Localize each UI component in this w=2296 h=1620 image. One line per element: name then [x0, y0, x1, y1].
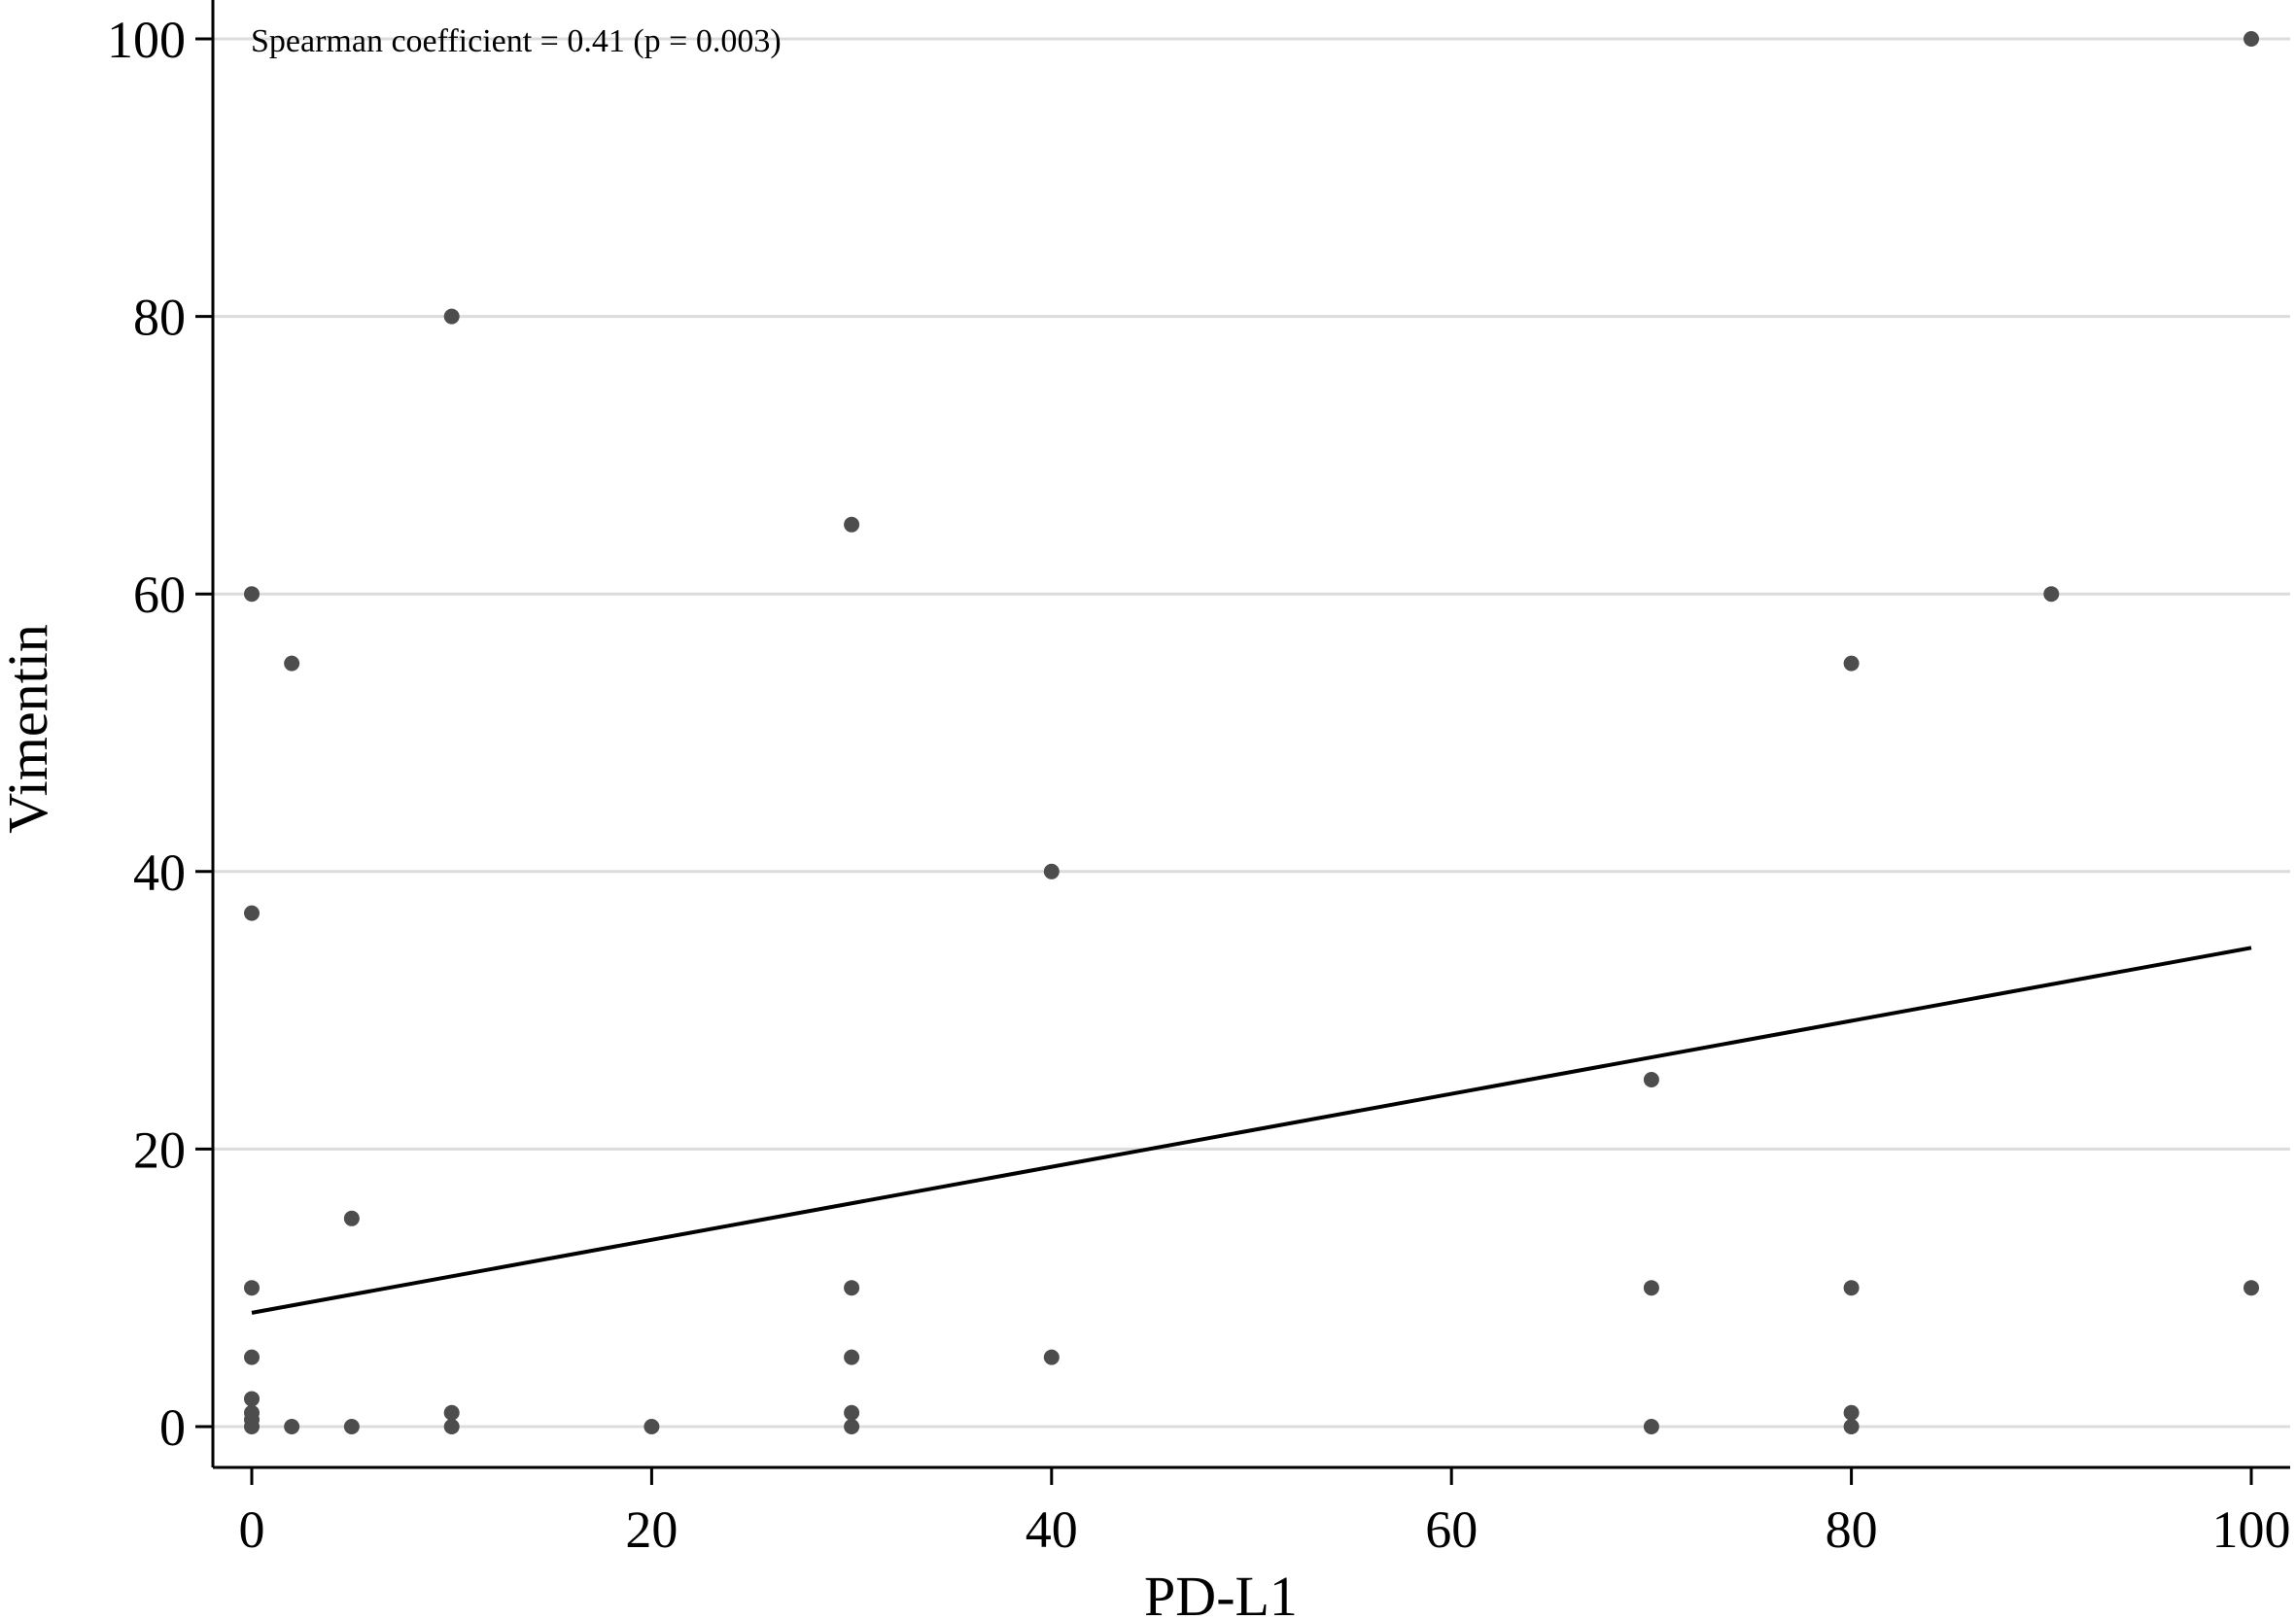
- axes: [195, 0, 2290, 1485]
- data-point-31: [2244, 1280, 2259, 1296]
- y-tick-label-80: 80: [133, 289, 186, 347]
- fit-line: [251, 946, 2252, 1315]
- data-point-27: [1843, 1404, 1860, 1421]
- y-tick-label-40: 40: [133, 844, 186, 902]
- y-tick-label-0: 0: [159, 1398, 186, 1457]
- y-axis-title: Vimentin: [0, 624, 59, 834]
- data-point-25: [1643, 1072, 1659, 1087]
- data-point-23: [1643, 1419, 1659, 1434]
- data-point-21: [1043, 1349, 1060, 1365]
- x-tick-label-100: 100: [2212, 1500, 2291, 1559]
- data-points: [244, 31, 2259, 1434]
- data-point-29: [1843, 655, 1860, 672]
- x-tick-label-60: 60: [1425, 1500, 1478, 1559]
- data-point-15: [644, 1419, 660, 1434]
- data-point-17: [844, 1404, 860, 1421]
- gridlines: [213, 37, 2290, 1429]
- data-point-4: [244, 1349, 260, 1365]
- data-point-19: [844, 1280, 860, 1296]
- data-point-12: [443, 1419, 460, 1434]
- x-tick-label-40: 40: [1026, 1500, 1078, 1559]
- data-point-9: [284, 655, 300, 672]
- data-point-22: [1043, 863, 1060, 879]
- data-point-7: [244, 586, 260, 603]
- y-tick-label-20: 20: [133, 1120, 186, 1179]
- y-tick-label-100: 100: [107, 11, 186, 69]
- data-point-28: [1843, 1280, 1860, 1296]
- data-point-2: [244, 1404, 260, 1421]
- data-point-32: [2244, 31, 2259, 47]
- data-point-11: [343, 1210, 360, 1226]
- y-tick-label-60: 60: [133, 566, 186, 624]
- x-tick-label-80: 80: [1826, 1500, 1878, 1559]
- data-point-3: [244, 1391, 260, 1407]
- data-point-30: [2043, 586, 2060, 603]
- data-point-13: [443, 1404, 460, 1421]
- fit-line-group: [251, 946, 2252, 1315]
- spearman-annotation: Spearman coefficient = 0.41 (p = 0.003): [251, 23, 782, 59]
- data-point-5: [244, 1280, 260, 1296]
- data-point-16: [844, 1419, 860, 1434]
- data-point-10: [343, 1419, 360, 1434]
- data-point-24: [1643, 1280, 1659, 1296]
- tick-labels: 0 20 40 60 80 100 0 20 40 60 80 100: [107, 11, 2291, 1559]
- data-point-26: [1843, 1419, 1860, 1434]
- data-point-14: [443, 308, 460, 325]
- x-tick-label-20: 20: [625, 1500, 678, 1559]
- data-point-20: [844, 516, 860, 533]
- data-point-6: [244, 905, 260, 921]
- data-point-8: [284, 1419, 300, 1434]
- data-point-18: [844, 1349, 860, 1365]
- x-tick-label-0: 0: [239, 1500, 265, 1559]
- x-axis-title: PD-L1: [1144, 1565, 1298, 1620]
